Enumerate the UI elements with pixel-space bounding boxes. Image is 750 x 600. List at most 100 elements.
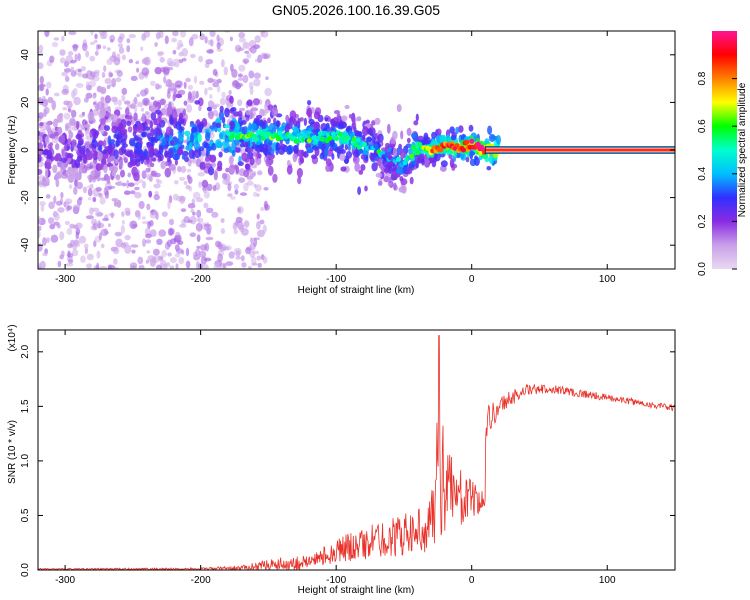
x-tick-label: -100 xyxy=(326,274,346,285)
spectral-blob xyxy=(78,138,84,145)
noise-blob xyxy=(209,94,213,99)
noise-blob xyxy=(91,218,98,226)
noise-blob xyxy=(167,200,171,210)
spectral-blob xyxy=(406,137,411,144)
x-tick-label: -200 xyxy=(191,575,211,586)
spectral-blob xyxy=(240,120,247,125)
noise-blob xyxy=(185,260,191,269)
spectral-blob xyxy=(174,154,179,159)
ridge-point xyxy=(475,141,481,147)
spectral-blob xyxy=(393,182,397,191)
spectral-blob xyxy=(408,163,415,169)
noise-blob xyxy=(70,59,77,64)
noise-blob xyxy=(156,264,162,269)
spectral-blob xyxy=(84,123,91,129)
noise-blob xyxy=(134,186,140,191)
noise-blob xyxy=(206,207,214,214)
spectral-blob xyxy=(123,132,128,141)
spectral-blob xyxy=(306,147,313,154)
noise-blob xyxy=(213,264,220,269)
spectral-blob xyxy=(223,124,231,129)
figure-title: GN05.2026.100.16.39.G05 xyxy=(272,2,440,18)
noise-blob xyxy=(257,56,261,62)
noise-blob xyxy=(130,75,138,81)
spectral-blob xyxy=(73,186,78,195)
spectral-blob xyxy=(203,142,210,149)
spectral-blob xyxy=(61,149,65,158)
spectral-blob xyxy=(166,157,171,163)
noise-blob xyxy=(221,59,225,68)
noise-blob xyxy=(156,238,163,245)
spectral-blob xyxy=(159,153,164,162)
spectral-blob xyxy=(406,127,412,136)
noise-blob xyxy=(38,230,41,239)
noise-blob xyxy=(195,197,204,203)
spectral-blob xyxy=(159,98,166,106)
spectral-blob xyxy=(49,133,56,139)
spectral-blob xyxy=(409,176,414,185)
noise-blob xyxy=(175,248,184,254)
x-tick-label: 100 xyxy=(599,274,616,285)
noise-blob xyxy=(53,37,60,41)
noise-blob xyxy=(97,44,102,50)
noise-blob xyxy=(217,253,224,263)
noise-blob xyxy=(256,255,262,261)
noise-blob xyxy=(253,238,258,247)
noise-blob xyxy=(145,167,151,173)
noise-blob xyxy=(134,191,142,199)
spectral-blob xyxy=(99,86,107,95)
noise-blob xyxy=(84,129,90,138)
noise-blob xyxy=(229,36,233,42)
spectral-blob xyxy=(340,166,347,172)
spectral-blob xyxy=(93,169,101,177)
noise-blob xyxy=(107,185,116,189)
spectral-blob xyxy=(54,131,59,137)
noise-blob xyxy=(65,262,74,267)
spectral-blob xyxy=(133,135,139,141)
noise-blob xyxy=(238,177,246,184)
noise-blob xyxy=(191,198,196,205)
spectral-blob xyxy=(110,212,115,219)
noise-blob xyxy=(209,31,216,37)
noise-blob xyxy=(117,180,123,187)
noise-blob xyxy=(76,181,83,190)
noise-blob xyxy=(241,262,247,268)
spectral-blob xyxy=(271,106,279,117)
noise-blob xyxy=(143,31,151,38)
noise-blob xyxy=(104,190,109,199)
spectral-blob xyxy=(83,154,87,164)
spectral-blob xyxy=(71,139,76,148)
noise-blob xyxy=(178,51,184,57)
noise-blob xyxy=(260,206,265,212)
noise-blob xyxy=(74,53,78,63)
spectral-blob xyxy=(345,151,353,159)
spectral-blob xyxy=(109,155,116,162)
noise-blob xyxy=(38,242,42,249)
spectral-blob xyxy=(139,140,143,146)
noise-blob xyxy=(233,221,240,226)
spectral-blob xyxy=(388,176,392,184)
noise-blob xyxy=(242,41,250,49)
noise-blob xyxy=(192,90,196,95)
noise-blob xyxy=(136,101,144,108)
spectral-blob xyxy=(228,120,236,130)
spectral-blob xyxy=(265,154,273,160)
spectral-blob xyxy=(45,194,51,199)
y-tick-label: 1.5 xyxy=(20,399,31,413)
noise-blob xyxy=(41,99,49,108)
spectral-blob xyxy=(150,128,155,137)
spectral-blob xyxy=(52,164,58,174)
noise-blob xyxy=(202,264,209,269)
noise-blob xyxy=(67,107,71,112)
noise-blob xyxy=(97,220,101,229)
spectral-blob xyxy=(91,139,98,149)
spectral-blob xyxy=(38,130,41,136)
noise-blob xyxy=(116,70,123,77)
spectral-blob xyxy=(46,121,52,126)
noise-blob xyxy=(161,249,168,258)
spectral-blob xyxy=(348,114,353,119)
spectral-blob xyxy=(95,187,102,192)
noise-blob xyxy=(99,266,107,269)
noise-blob xyxy=(237,73,243,78)
spectral-blob xyxy=(130,190,136,195)
